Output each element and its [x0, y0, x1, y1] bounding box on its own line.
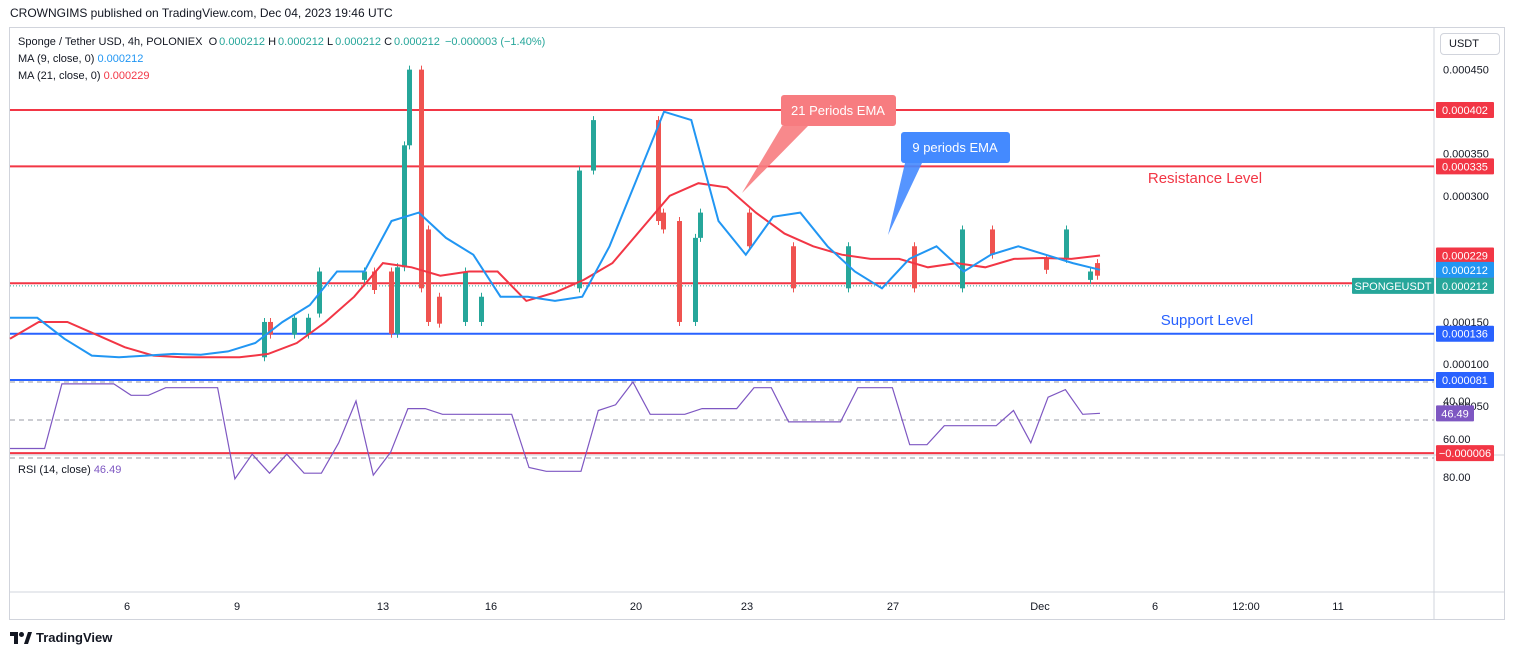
- bullish-candle: [1064, 229, 1069, 259]
- level-price-label: 0.000136: [1442, 329, 1488, 341]
- symbol-tag-label: SPONGEUSDT: [1354, 281, 1431, 293]
- level-price-label: 0.000335: [1442, 161, 1488, 173]
- bullish-candle: [960, 229, 965, 289]
- time-tick-label: 23: [741, 601, 753, 613]
- time-tick-label: 13: [377, 601, 389, 613]
- price-tick-label: 0.000100: [1443, 359, 1489, 371]
- price-tick-label: 0.000350: [1443, 149, 1489, 161]
- bearish-candle: [1044, 258, 1049, 270]
- time-tick-label: 6: [124, 601, 130, 613]
- last-price-label: 0.000212: [1442, 281, 1488, 293]
- bearish-candle: [426, 229, 431, 322]
- publish-header: CROWNGIMS published on TradingView.com, …: [10, 6, 393, 20]
- bullish-candle: [402, 145, 407, 268]
- symbol-legend: Sponge / Tether USD, 4h, POLONIEX O 0.000…: [18, 36, 546, 48]
- bearish-candle: [372, 271, 377, 290]
- ma21-price-tag: [1436, 247, 1494, 264]
- rsi-value-label: 46.49: [1441, 408, 1469, 420]
- bullish-candle: [407, 69, 412, 146]
- level-price-tag: [1436, 445, 1494, 462]
- ema9-callout-label: 9 periods EMA: [912, 140, 998, 155]
- tradingview-logo-icon: [10, 631, 32, 644]
- ma21-line: [9, 182, 1101, 359]
- level-price-label: −0.000006: [1439, 448, 1491, 460]
- time-tick-label: 9: [234, 601, 240, 613]
- bearish-candle: [419, 69, 424, 289]
- time-tick-label: 27: [887, 601, 899, 613]
- time-tick-label: 6: [1152, 601, 1158, 613]
- ema9-callout-pointer: [888, 163, 922, 235]
- bullish-candle: [693, 237, 698, 322]
- price-change: −0.000003 (−1.40%): [444, 36, 546, 48]
- bearish-candle: [747, 212, 752, 247]
- bullish-candle: [306, 317, 311, 335]
- price-tick-label: 0.000300: [1443, 191, 1489, 203]
- resistance-level-label: Resistance Level: [1148, 170, 1262, 187]
- level-price-tag: [1436, 158, 1494, 175]
- bullish-candle: [262, 321, 267, 358]
- rsi-tick-label: 80.00: [1443, 472, 1471, 484]
- bullish-candle: [698, 212, 703, 238]
- bullish-candle: [1088, 271, 1093, 280]
- bearish-candle: [912, 246, 917, 289]
- bearish-candle: [990, 229, 995, 255]
- bullish-candle: [591, 120, 596, 171]
- support-level-label: Support Level: [1161, 312, 1254, 329]
- price-tick-label: 0.000450: [1443, 65, 1489, 77]
- ema21-callout-pointer: [742, 126, 808, 193]
- ma9-price-tag: [1436, 261, 1494, 278]
- level-price-label: 0.000081: [1442, 375, 1488, 387]
- ema9-callout: [901, 132, 1010, 163]
- time-tick-label: 16: [485, 601, 497, 613]
- ma9-line: [10, 110, 1101, 359]
- last-price-tag: [1436, 277, 1494, 294]
- bearish-candle: [437, 296, 442, 324]
- time-tick-label: 11: [1332, 601, 1343, 613]
- bullish-candle: [479, 296, 484, 322]
- rsi-tick-label: 60.00: [1443, 434, 1471, 446]
- ema21-callout-label: 21 Periods EMA: [791, 103, 885, 118]
- ma21-price-label: 0.000229: [1442, 251, 1488, 263]
- bearish-candle: [656, 120, 661, 222]
- ma9-price-label: 0.000212: [1442, 265, 1488, 277]
- symbol-name[interactable]: Sponge / Tether USD, 4h, POLONIEX: [18, 36, 203, 48]
- tradingview-brand[interactable]: TradingView: [10, 630, 112, 645]
- level-price-tag: [1436, 102, 1494, 118]
- rsi-line: [10, 380, 1101, 481]
- rsi-legend[interactable]: RSI (14, close) 46.49: [18, 464, 122, 476]
- ma21-legend[interactable]: MA (21, close, 0) 0.000229: [18, 70, 150, 82]
- bullish-candle: [362, 271, 367, 280]
- bullish-candle: [395, 267, 400, 334]
- bearish-candle: [661, 212, 666, 230]
- bullish-candle: [292, 317, 297, 335]
- level-price-label: 0.000402: [1442, 105, 1488, 117]
- time-tick-label: Dec: [1030, 601, 1050, 613]
- level-price-tag: [1436, 372, 1494, 388]
- rsi-value-tag: [1436, 405, 1474, 422]
- currency-unit-button[interactable]: USDT: [1440, 33, 1500, 55]
- bullish-candle: [577, 170, 582, 289]
- symbol-tag: [1352, 277, 1434, 294]
- ema21-callout: [781, 95, 896, 126]
- bullish-candle: [846, 246, 851, 289]
- bearish-candle: [677, 221, 682, 322]
- chart-frame: [9, 27, 1505, 620]
- level-price-tag: [1436, 325, 1494, 342]
- bullish-candle: [463, 271, 468, 322]
- time-tick-label: 12:00: [1232, 601, 1260, 613]
- time-tick-label: 20: [630, 601, 642, 613]
- bearish-candle: [268, 321, 273, 335]
- bearish-candle: [791, 246, 796, 289]
- rsi-tick-label: 40.00: [1443, 396, 1471, 408]
- bearish-candle: [389, 271, 394, 334]
- ma9-legend[interactable]: MA (9, close, 0) 0.000212: [18, 53, 144, 65]
